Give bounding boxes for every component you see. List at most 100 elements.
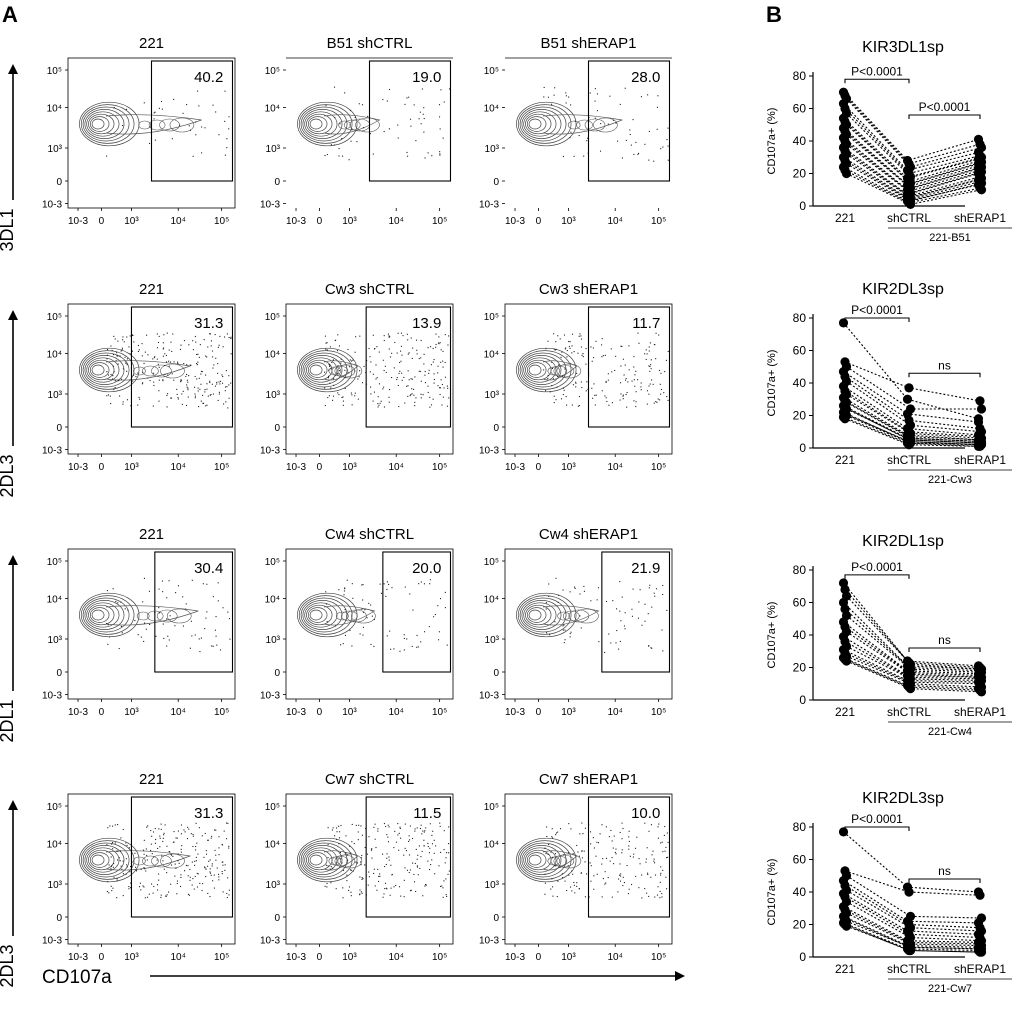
event-dot [185, 375, 187, 377]
event-dot [113, 371, 115, 373]
event-dot [408, 352, 410, 354]
event-dot [134, 852, 136, 854]
event-dot [576, 885, 578, 887]
event-dot [163, 832, 165, 834]
event-dot [568, 874, 570, 876]
event-dot [370, 361, 372, 363]
event-dot [568, 96, 570, 98]
contour-line [91, 609, 105, 621]
contour-line [556, 853, 582, 869]
x-tick-label: 10⁵ [214, 216, 229, 227]
event-dot [439, 151, 441, 153]
event-dot [157, 341, 160, 344]
event-dot [117, 355, 119, 357]
event-dot [592, 347, 594, 349]
donor-line [843, 322, 979, 420]
event-dot [584, 896, 586, 898]
event-dot [224, 154, 226, 156]
event-dot [361, 608, 363, 610]
event-dot [409, 890, 412, 892]
category-label: shERAP1 [954, 211, 1006, 225]
event-dot [187, 389, 189, 391]
event-dot [181, 393, 183, 395]
event-dot [443, 849, 445, 851]
event-dot [382, 98, 384, 101]
event-dot [325, 348, 327, 350]
event-dot [344, 369, 346, 371]
event-dot [612, 119, 614, 121]
event-dot [634, 847, 637, 849]
contour-line [517, 104, 572, 144]
event-dot [166, 645, 168, 647]
contour-line [142, 855, 159, 867]
event-dot [415, 848, 417, 850]
event-dot [557, 335, 559, 337]
x-tick-label: 10⁵ [651, 707, 666, 718]
event-dot [596, 93, 599, 95]
contour-line [523, 111, 557, 137]
event-dot [624, 612, 626, 614]
donor-line [843, 636, 979, 678]
x-tick-label: 10-3 [286, 216, 306, 227]
event-dot [660, 393, 662, 395]
event-dot [179, 124, 181, 126]
event-dot [650, 647, 652, 649]
event-dot [420, 397, 422, 399]
event-dot [162, 342, 164, 344]
event-dot [567, 852, 569, 854]
event-dot [549, 391, 551, 393]
event-dot [396, 377, 398, 379]
event-dot [406, 385, 408, 387]
positive-gate [154, 551, 234, 673]
event-dot [186, 838, 189, 840]
plot-frame [285, 303, 454, 455]
event-dot [122, 873, 125, 875]
event-dot [327, 375, 330, 377]
event-dot [147, 377, 149, 379]
event-dot [601, 390, 603, 392]
event-dot [406, 333, 408, 335]
event-dot [163, 868, 165, 870]
event-dot [600, 123, 602, 125]
event-dot [194, 860, 196, 862]
event-dot [354, 395, 356, 397]
event-dot [601, 338, 603, 340]
event-dot [217, 346, 219, 348]
x-tick-label: 10⁴ [171, 216, 186, 227]
event-dot [635, 875, 637, 878]
event-dot [424, 374, 426, 376]
event-dot [571, 345, 573, 347]
event-dot [160, 100, 163, 103]
event-dot [385, 863, 387, 866]
event-dot [228, 397, 230, 399]
event-dot [644, 603, 646, 605]
event-dot [215, 635, 217, 637]
event-dot [622, 827, 624, 830]
event-dot [111, 349, 113, 351]
event-dot [552, 895, 554, 897]
contour-line [298, 595, 353, 635]
event-dot [588, 896, 590, 898]
contour-line [521, 109, 562, 139]
event-dot [651, 379, 653, 381]
event-dot [183, 340, 185, 342]
comparison-bracket [908, 114, 981, 119]
event-dot [175, 837, 177, 839]
event-dot [326, 349, 328, 351]
event-dot [578, 855, 580, 857]
event-dot [442, 887, 444, 889]
contour-line [304, 357, 338, 383]
event-dots [106, 90, 230, 157]
contour-line [82, 106, 130, 142]
event-dot [607, 373, 609, 375]
event-dot [384, 888, 386, 890]
contour-line [297, 837, 358, 883]
event-dot [139, 886, 141, 888]
event-dot [589, 92, 591, 94]
event-dot [424, 157, 426, 159]
contour-line [302, 109, 343, 139]
event-dot [407, 395, 409, 397]
contour-line [91, 118, 105, 130]
donor-point [904, 887, 914, 897]
event-dot [204, 389, 206, 391]
